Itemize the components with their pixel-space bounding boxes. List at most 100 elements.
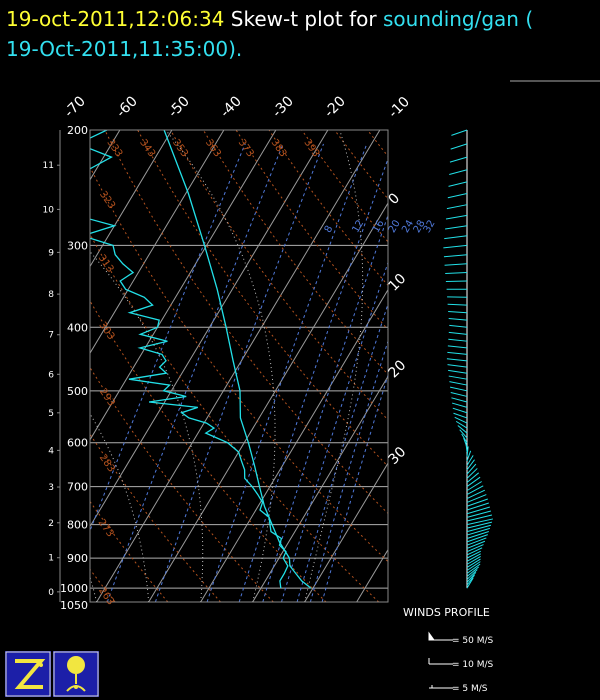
- isotherm: [90, 130, 225, 355]
- wind-barb: [448, 311, 468, 314]
- mixing-ratio-line: [206, 143, 368, 602]
- isotherm: [90, 130, 329, 528]
- wind-barb: [448, 331, 468, 335]
- wind-barb: [466, 566, 480, 577]
- mixing-ratio-label: 32: [422, 218, 438, 235]
- right-temp-label: 10: [386, 271, 410, 295]
- winds-profile-title: WINDS PROFILE: [403, 606, 490, 619]
- wind-barb: [466, 547, 483, 556]
- height-label: 11: [43, 161, 54, 171]
- wind-barb: [446, 204, 468, 210]
- mixing-ratio-line: [262, 213, 388, 602]
- mixing-ratio-label: 28: [412, 218, 428, 235]
- isotherm: [0, 130, 68, 602]
- dry-adiabat: [90, 300, 327, 602]
- wind-barb: [466, 553, 481, 562]
- wind-barb: [466, 521, 493, 529]
- wind-barb: [443, 254, 468, 258]
- legend-50ms: = 50 M/S: [452, 636, 494, 646]
- wind-barb: [451, 397, 468, 403]
- wind-barb: [447, 193, 468, 199]
- moist-adiabat: [90, 250, 204, 602]
- pressure-label: 700: [67, 481, 88, 494]
- mixing-ratio-line: [238, 157, 388, 602]
- temperature-trace: [163, 130, 312, 589]
- dry-adiabat: [90, 568, 116, 602]
- wind-barb: [448, 318, 468, 321]
- wind-barb: [448, 375, 468, 380]
- isotherm: [0, 130, 16, 602]
- pressure-label: 1050: [60, 599, 88, 612]
- wind-barb: [466, 481, 482, 492]
- pressure-label: 300: [67, 239, 88, 252]
- mixing-ratio-line: [90, 143, 246, 533]
- wind-barb: [466, 571, 477, 583]
- height-label: 0: [48, 588, 54, 598]
- wind-barb: [444, 235, 468, 240]
- isotherm: [148, 202, 388, 602]
- pressure-label: 600: [67, 437, 88, 450]
- mixing-ratio-line: [106, 143, 284, 602]
- wind-barb: [466, 472, 480, 483]
- wind-barb: [466, 527, 491, 536]
- mixing-ratio-line: [154, 143, 324, 602]
- zebra-logo-icon[interactable]: [5, 651, 51, 697]
- wind-barb: [449, 156, 468, 163]
- wind-barb: [453, 412, 468, 419]
- wind-barb: [466, 544, 484, 553]
- height-label: 2: [48, 519, 54, 529]
- mixing-ratio-label: 8: [323, 224, 336, 235]
- height-label: 10: [43, 205, 55, 215]
- wind-barb: [447, 345, 468, 349]
- wind-barb: [446, 358, 468, 362]
- height-label: 1: [48, 554, 54, 564]
- wind-barb: [448, 369, 468, 374]
- dry-adiabat: [301, 130, 388, 243]
- legend-5ms: = 5 M/S: [452, 684, 488, 694]
- balloon-logo-icon[interactable]: [53, 651, 99, 697]
- isotherm: [409, 130, 600, 602]
- dry-adiabat: [268, 130, 388, 287]
- right-temp-label: -10: [386, 94, 413, 121]
- pressure-label: 900: [67, 552, 88, 565]
- height-label: 7: [48, 331, 54, 341]
- wind-barb: [466, 524, 492, 533]
- wind-barb: [452, 407, 468, 414]
- wind-barb: [466, 468, 478, 479]
- dry-adiabat: [90, 166, 388, 563]
- top-temp-label: -50: [165, 93, 192, 120]
- mixing-ratio-label: 24: [400, 218, 416, 235]
- title-launch-time: 19-Oct-2011,11:35:00).: [6, 37, 243, 61]
- dry-adiabat-label: 313: [96, 253, 116, 275]
- wind-barb: [466, 577, 474, 589]
- isotherm: [304, 462, 388, 602]
- wind-barb: [466, 476, 481, 487]
- pressure-label: 1000: [60, 582, 88, 595]
- wind-barb: [449, 386, 468, 392]
- wind-barb: [466, 518, 494, 526]
- pressure-label: 800: [67, 519, 88, 532]
- wind-barb: [448, 181, 468, 187]
- wind-barb: [466, 463, 477, 475]
- height-label: 6: [48, 370, 54, 380]
- wind-barb: [466, 489, 485, 499]
- wind-barb: [466, 514, 493, 522]
- isotherm: [90, 130, 173, 268]
- wind-barb: [459, 429, 468, 439]
- isotherm: [252, 375, 388, 602]
- wind-barb: [451, 129, 468, 136]
- wind-barb: [466, 531, 489, 539]
- isotherm: [90, 130, 277, 441]
- mixing-ratio-label: 20: [387, 218, 403, 235]
- legend-10ms: = 10 M/S: [452, 660, 494, 670]
- top-temp-label: -30: [269, 93, 296, 120]
- wind-barb: [466, 558, 481, 568]
- wind-barb: [447, 364, 468, 368]
- isotherm: [200, 288, 388, 602]
- top-temp-label: -20: [321, 93, 348, 120]
- wind-barb: [449, 169, 468, 176]
- chart-title: 19-oct-2011,12:06:34 Skew-t plot for sou…: [6, 4, 533, 64]
- dry-adiabat-label: 303: [96, 320, 116, 342]
- right-temp-label: 20: [386, 357, 410, 381]
